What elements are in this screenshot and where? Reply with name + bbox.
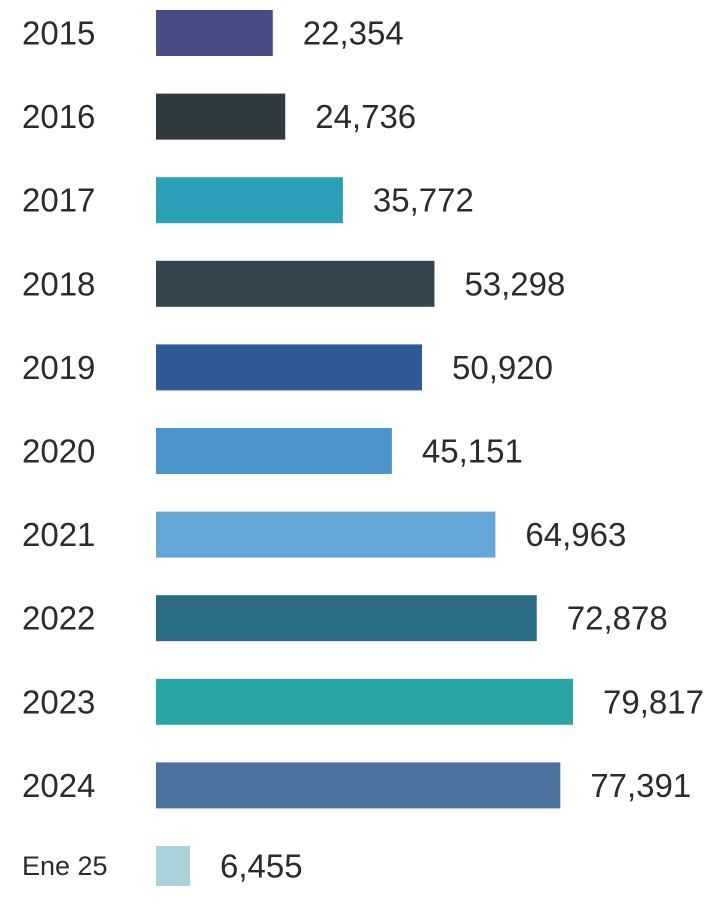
value-label: 50,920 xyxy=(452,349,553,386)
bar xyxy=(156,344,423,391)
bar xyxy=(156,93,286,140)
bar xyxy=(156,260,435,307)
value-label: 35,772 xyxy=(373,182,474,219)
value-label: 72,878 xyxy=(567,600,668,637)
bar xyxy=(156,10,273,56)
category-label: 2023 xyxy=(22,683,95,720)
value-label: 53,298 xyxy=(464,265,565,302)
bar xyxy=(156,428,392,474)
category-label: 2015 xyxy=(22,15,95,52)
bar xyxy=(156,595,537,642)
value-label: 22,354 xyxy=(303,15,404,52)
category-label: 2019 xyxy=(22,349,95,386)
value-label: 79,817 xyxy=(603,683,704,720)
bar xyxy=(156,846,190,886)
category-label: Ene 25 xyxy=(22,851,108,881)
value-label: 24,736 xyxy=(315,98,416,135)
value-label: 77,391 xyxy=(590,767,691,804)
bar xyxy=(156,511,496,558)
value-label: 45,151 xyxy=(422,433,523,470)
bar xyxy=(156,177,343,224)
value-label: 6,455 xyxy=(220,848,303,885)
category-label: 2017 xyxy=(22,182,95,219)
bar xyxy=(156,678,573,725)
category-label: 2022 xyxy=(22,600,95,637)
bar xyxy=(156,762,561,809)
value-label: 64,963 xyxy=(525,516,626,553)
category-label: 2020 xyxy=(22,433,95,470)
category-label: 2024 xyxy=(22,767,95,804)
category-label: 2018 xyxy=(22,265,95,302)
category-label: 2021 xyxy=(22,516,95,553)
category-label: 2016 xyxy=(22,98,95,135)
